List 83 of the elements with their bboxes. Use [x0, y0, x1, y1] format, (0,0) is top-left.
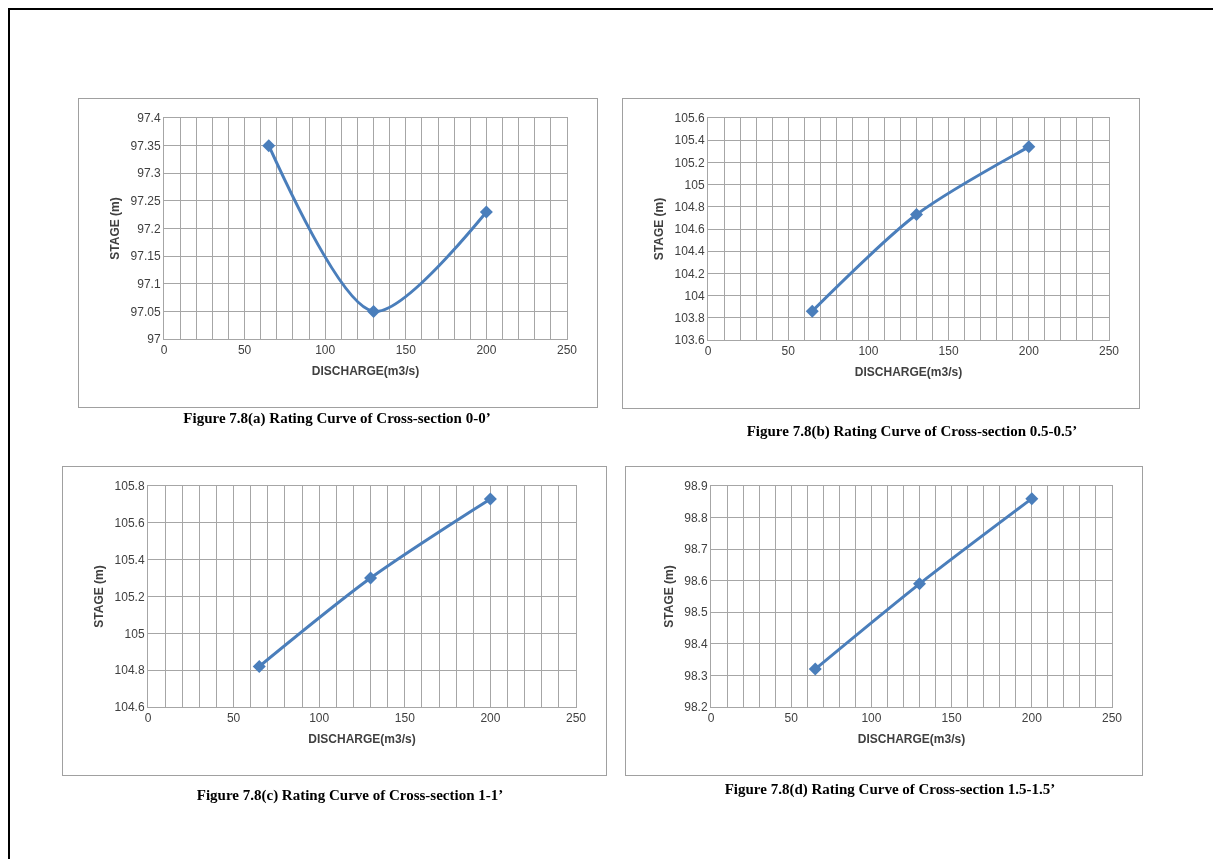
- point: [479, 205, 493, 219]
- point: [805, 304, 819, 318]
- point: [1025, 492, 1039, 506]
- y-axis-title: STAGE (m): [651, 197, 666, 261]
- y-tick-label: 97.1: [137, 276, 161, 291]
- x-tick-label: 50: [237, 343, 252, 358]
- y-tick-label: 97.4: [137, 111, 161, 126]
- x-tick-label: 200: [1018, 344, 1040, 359]
- y-tick-label: 97.2: [137, 221, 161, 236]
- y-tick-label: 97.35: [130, 138, 161, 153]
- point: [1022, 140, 1036, 154]
- text: Figure 7.8(d) Rating Curve of Cross-section 1.5-1.5’: [724, 781, 1056, 798]
- y-tick-label: 105.2: [114, 589, 145, 604]
- x-tick-label: 150: [941, 711, 962, 726]
- point: [808, 662, 822, 676]
- x-tick-label: 250: [556, 343, 578, 358]
- y-tick-label: 104: [684, 288, 705, 303]
- y-axis-title: STAGE (m): [107, 197, 122, 260]
- x-tick-label: 100: [858, 344, 879, 359]
- point: [367, 304, 381, 318]
- y-tick-label: 98.8: [684, 510, 708, 525]
- y-tick-label: 105.6: [674, 111, 705, 126]
- y-tick-label: 105.4: [114, 552, 145, 567]
- x-tick-label: 100: [315, 343, 336, 358]
- x-tick-label: 50: [781, 344, 796, 359]
- y-tick-label: 97.05: [130, 304, 161, 319]
- y-tick-label: 104.8: [674, 200, 705, 214]
- y-tick-label: 104.8: [114, 663, 145, 678]
- x-tick-label: 100: [309, 711, 330, 726]
- x-tick-label: 50: [784, 711, 799, 726]
- point: [262, 139, 276, 153]
- x-tick-label: 150: [394, 711, 416, 726]
- y-tick-label: 98.5: [684, 605, 708, 620]
- y-tick-label: 97.25: [130, 194, 161, 209]
- y-tick-label: 98.9: [684, 479, 708, 494]
- x-tick-label: 0: [707, 711, 715, 726]
- x-tick-label: 150: [395, 343, 417, 358]
- point: [252, 659, 266, 673]
- x-tick-label: 150: [938, 344, 959, 359]
- x-tick-label: 250: [565, 711, 587, 726]
- x-tick-label: 0: [160, 343, 168, 358]
- y-axis-title: STAGE (m): [661, 565, 676, 628]
- y-tick-label: 103.8: [674, 311, 705, 325]
- y-tick-label: 97.3: [137, 166, 161, 181]
- y-tick-label: 98.3: [684, 668, 708, 683]
- text: Figure 7.8(c) Rating Curve of Cross-section 1-1’: [196, 787, 504, 804]
- point: [364, 571, 378, 585]
- y-tick-label: 98.2: [684, 700, 708, 715]
- y-tick-label: 105: [684, 177, 705, 192]
- x-tick-label: 0: [704, 344, 712, 359]
- y-axis-title: STAGE (m): [91, 565, 106, 628]
- y-tick-label: 105.4: [674, 133, 705, 148]
- y-tick-label: 104.4: [674, 244, 705, 259]
- y-tick-label: 103.6: [674, 333, 705, 348]
- x-tick-label: 250: [1098, 344, 1120, 359]
- y-tick-label: 97.15: [130, 249, 161, 264]
- y-tick-label: 105: [124, 626, 145, 641]
- x-tick-label: 250: [1101, 711, 1123, 726]
- y-tick-label: 105.2: [674, 155, 705, 170]
- x-tick-label: 200: [1021, 711, 1043, 726]
- x-tick-label: 100: [861, 711, 882, 726]
- x-axis-title: DISCHARGE(m3/s): [854, 365, 963, 380]
- x-tick-label: 200: [480, 711, 501, 726]
- text: Figure 7.8(b) Rating Curve of Cross-section 0.5-0.5’: [746, 423, 1078, 440]
- point: [913, 577, 927, 591]
- y-tick-label: 98.7: [684, 542, 708, 557]
- x-axis-title: DISCHARGE(m3/s): [308, 732, 416, 747]
- x-axis-title: DISCHARGE(m3/s): [311, 364, 420, 379]
- y-tick-label: 98.6: [684, 573, 708, 588]
- x-tick-label: 200: [476, 343, 497, 358]
- y-tick-label: 98.4: [684, 637, 708, 652]
- x-tick-label: 0: [144, 711, 152, 726]
- x-axis-title: DISCHARGE(m3/s): [857, 732, 966, 747]
- point: [910, 208, 924, 222]
- y-tick-label: 97: [147, 332, 161, 347]
- point: [483, 492, 497, 506]
- y-tick-label: 104.2: [674, 266, 705, 281]
- text: Figure 7.8(a) Rating Curve of Cross-section 0-0’: [183, 410, 491, 427]
- y-tick-label: 105.6: [114, 516, 145, 531]
- x-tick-label: 50: [226, 711, 241, 726]
- y-tick-label: 104.6: [674, 222, 705, 237]
- y-tick-label: 104.6: [114, 700, 145, 715]
- y-tick-label: 105.8: [114, 479, 145, 494]
